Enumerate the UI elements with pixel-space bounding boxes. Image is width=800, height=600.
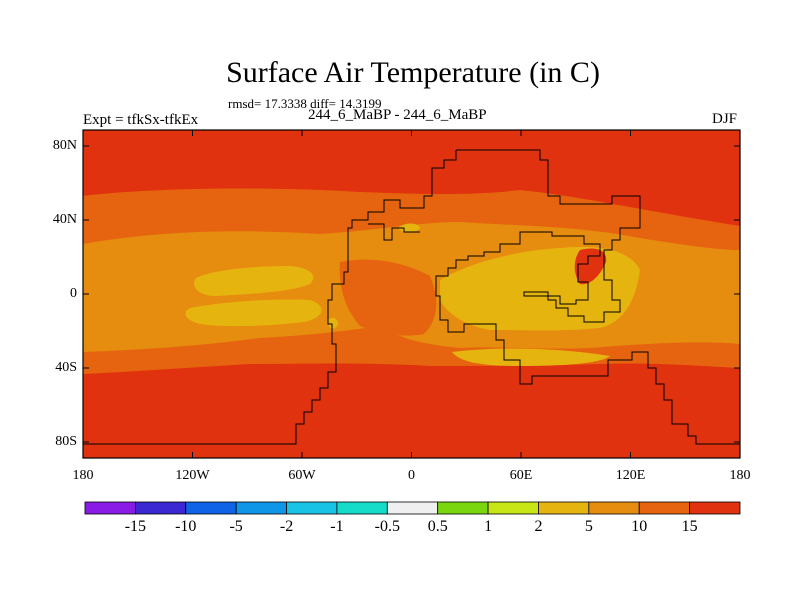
colorbar-label: -15 — [124, 518, 147, 535]
experiment-label: Expt = tfkSx-tfkEx — [83, 112, 199, 128]
colorbar-label: -1 — [330, 518, 344, 535]
continent-outline-west — [83, 150, 457, 445]
lat-tick-label: 40S — [55, 360, 77, 375]
field-10-to-15-blob — [339, 259, 437, 336]
colorbar-box — [538, 501, 590, 515]
lon-tick-label: 60W — [288, 468, 316, 483]
colorbar-box — [437, 501, 489, 515]
colorbar-label: 5 — [584, 518, 593, 535]
lat-tick-label: 0 — [70, 286, 77, 301]
colorbar-label: -10 — [175, 518, 197, 535]
colorbar-box — [588, 501, 640, 515]
colorbar-box — [84, 501, 136, 515]
lat-tick-label: 40N — [52, 212, 77, 227]
colorbar-box — [336, 501, 388, 515]
lat-tick-label: 80N — [52, 138, 77, 153]
colorbar-box — [386, 501, 439, 515]
colorbar-label: -2 — [279, 518, 294, 535]
colorbar-label: -0.5 — [374, 518, 400, 535]
colorbar-box — [235, 501, 287, 515]
stats-text: rmsd= 17.3338 diff= 14.3199 — [228, 96, 382, 111]
lon-tick-label: 120W — [175, 468, 210, 483]
field-2-to-5-b — [185, 299, 322, 327]
season-label: DJF — [712, 111, 738, 127]
lat-tick-label: 80S — [55, 434, 77, 449]
field-above-15-wedge — [574, 248, 607, 285]
colorbar-box — [134, 501, 187, 515]
colorbar-label: -5 — [229, 518, 243, 535]
colorbar-box — [689, 501, 741, 515]
colorbar-label: 2 — [534, 518, 543, 535]
case-label: 244_6_MaBP - 244_6_MaBP — [308, 107, 487, 123]
colorbar-box — [638, 501, 691, 515]
colorbar-box — [185, 501, 237, 515]
field-2-to-5-strip — [452, 348, 610, 366]
lon-tick-label: 0 — [408, 468, 415, 483]
colorbar-label: 0.5 — [427, 518, 448, 535]
inner-outline — [368, 223, 420, 241]
colorbar-label: 15 — [681, 518, 698, 535]
colorbar-label: 1 — [484, 518, 493, 535]
lon-tick-label: 120E — [615, 468, 646, 483]
lon-tick-label: 180 — [72, 468, 94, 483]
field-2-to-5-tiny — [328, 317, 338, 329]
colorbar-label: 10 — [631, 518, 648, 535]
field-2-to-5-a — [194, 266, 314, 296]
colorbar-box — [487, 501, 539, 515]
lon-tick-label: 180 — [729, 468, 751, 483]
plot-title: Surface Air Temperature (in C) — [226, 56, 600, 89]
lon-tick-label: 60E — [509, 468, 533, 483]
continent-outline — [435, 149, 740, 445]
colorbar-box — [286, 501, 338, 515]
